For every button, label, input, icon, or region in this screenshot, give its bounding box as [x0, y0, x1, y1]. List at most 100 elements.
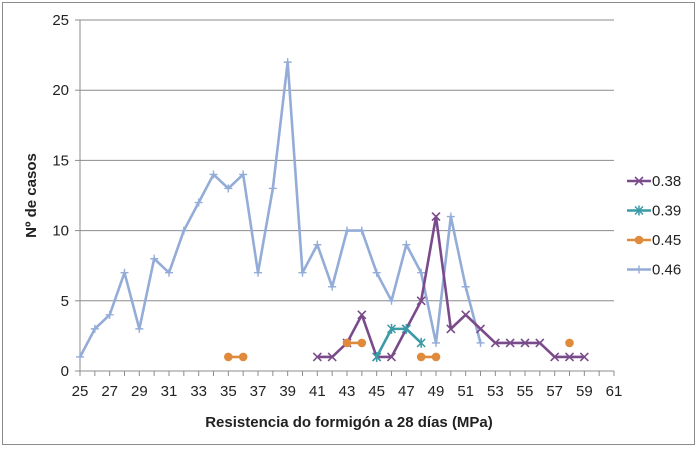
x-tick-label: 35: [220, 383, 237, 400]
legend-item: 0.46: [627, 262, 681, 279]
data-point: [432, 338, 440, 347]
x-tick-label: 29: [131, 383, 148, 400]
y-axis-title: Nº de casos: [23, 153, 40, 238]
data-point: [327, 352, 337, 362]
data-point: [446, 324, 456, 334]
y-tick-label: 15: [52, 152, 69, 169]
data-point: [416, 337, 426, 348]
data-point: [194, 198, 203, 207]
x-tick-label: 53: [487, 383, 504, 400]
data-point: [476, 338, 485, 347]
x-tick-label: 45: [368, 383, 385, 400]
y-tick-label: 25: [52, 12, 69, 29]
series-0.39: [372, 323, 426, 362]
x-tick-label: 31: [161, 383, 178, 400]
x-tick-labels: 25 27 29 31 33 35 37 39 41 43 45 47 49 51 53 55 57 59 61: [72, 371, 623, 400]
data-point: [402, 240, 411, 249]
data-point: [387, 296, 396, 305]
data-point: [224, 352, 233, 362]
data-point: [179, 226, 188, 235]
y-tick-label: 0: [61, 363, 69, 380]
y-tick-labels: 0 5 10 15 20 25: [52, 12, 80, 380]
x-tick-label: 61: [606, 383, 623, 400]
data-point: [490, 338, 500, 348]
data-point: [209, 170, 218, 179]
data-point: [357, 310, 367, 320]
data-point: [76, 352, 84, 361]
series-group: [76, 58, 589, 362]
data-point: [461, 310, 471, 320]
data-point: [135, 324, 144, 333]
data-point: [520, 338, 530, 348]
x-tick-label: 57: [546, 383, 563, 400]
data-point: [550, 352, 560, 362]
legend-item: 0.45: [627, 232, 681, 249]
data-point: [431, 352, 441, 362]
data-point: [342, 338, 352, 348]
x-tick-label: 39: [279, 383, 296, 400]
series-line: [375, 327, 423, 358]
data-point: [224, 184, 233, 193]
legend-label: 0.46: [652, 262, 681, 279]
data-point: [505, 338, 515, 348]
data-point: [401, 323, 411, 334]
series-line: [78, 60, 482, 358]
x-tick-label: 25: [72, 383, 89, 400]
data-point: [239, 170, 248, 179]
data-point: [446, 212, 455, 221]
y-tick-label: 5: [61, 293, 69, 310]
data-point: [120, 268, 129, 277]
data-point: [283, 58, 292, 67]
legend-label: 0.45: [652, 232, 681, 249]
data-point: [579, 352, 589, 362]
data-point: [313, 240, 322, 249]
data-point: [635, 265, 643, 274]
data-point: [564, 352, 575, 362]
data-point: [565, 338, 574, 348]
x-tick-label: 27: [101, 383, 118, 400]
data-point: [150, 254, 159, 263]
data-point: [386, 323, 397, 334]
series-0.45: [224, 338, 574, 362]
series-line: [317, 215, 585, 359]
data-point: [343, 226, 351, 235]
data-point: [268, 184, 277, 193]
data-point: [328, 282, 337, 291]
x-tick-label: 41: [309, 383, 326, 400]
data-point: [238, 352, 248, 362]
legend-item: 0.38: [627, 173, 681, 190]
data-point: [386, 352, 397, 362]
data-point: [372, 351, 382, 362]
x-tick-label: 59: [576, 383, 593, 400]
data-point: [357, 226, 366, 235]
x-tick-label: 37: [250, 383, 267, 400]
data-point: [312, 352, 322, 362]
data-point: [298, 268, 307, 277]
data-point: [461, 282, 470, 291]
axes: [79, 20, 614, 372]
data-point: [416, 352, 426, 362]
data-point: [416, 296, 426, 306]
data-point: [634, 205, 644, 216]
y-tick-label: 10: [52, 223, 69, 240]
x-axis-title: Resistencia do formigón a 28 días (MPa): [205, 414, 493, 431]
x-tick-label: 49: [428, 383, 445, 400]
x-tick-label: 43: [339, 383, 356, 400]
x-tick-label: 33: [190, 383, 207, 400]
legend-label: 0.39: [652, 203, 681, 220]
data-point: [372, 268, 381, 277]
x-tick-label: 47: [398, 383, 415, 400]
legend: 0.38 0.39 0.45 0.46: [627, 173, 681, 279]
legend-item: 0.39: [627, 203, 681, 220]
data-point: [417, 268, 426, 277]
x-tick-label: 51: [457, 383, 474, 400]
data-point: [357, 338, 367, 348]
series-0.38: [312, 211, 589, 362]
series-0.46: [76, 58, 485, 361]
gridlines: [80, 19, 614, 302]
data-point: [165, 268, 173, 277]
data-point: [431, 211, 441, 222]
data-point: [475, 324, 486, 334]
data-point: [254, 268, 262, 277]
